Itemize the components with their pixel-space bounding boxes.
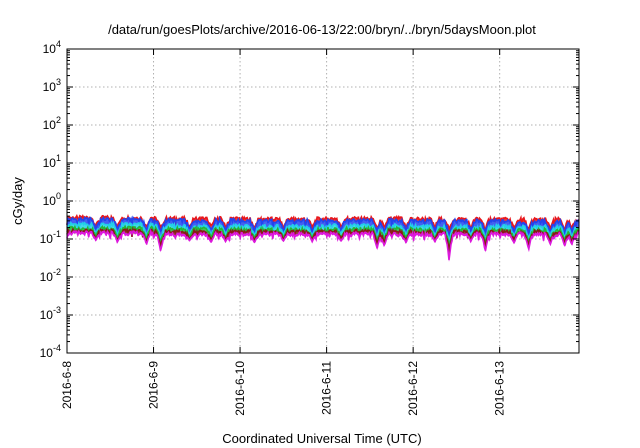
y-tick-label: 104 — [43, 39, 61, 56]
y-tick-label: 101 — [43, 153, 61, 170]
y-tick-label: 103 — [43, 77, 61, 94]
series-line — [66, 213, 580, 233]
y-tick-label: 102 — [43, 115, 61, 132]
y-tick-exponent: 4 — [56, 39, 61, 49]
x-tick-label: 2016-6-13 — [493, 361, 507, 416]
y-tick-base: 10 — [40, 270, 54, 284]
series-band — [67, 222, 579, 248]
y-tick-base: 10 — [40, 232, 54, 246]
y-tick-exponent: -2 — [53, 267, 61, 277]
x-tick-label: 2016-6-9 — [147, 361, 161, 409]
series-line — [66, 215, 580, 238]
y-tick-label: 100 — [43, 191, 61, 208]
y-axis-label: cGy/day — [10, 177, 25, 225]
plot-area — [66, 213, 580, 262]
series-line — [66, 228, 580, 261]
y-tick-exponent: 2 — [56, 115, 61, 125]
x-tick-label: 2016-6-8 — [60, 361, 74, 409]
y-tick-exponent: -1 — [53, 229, 61, 239]
x-axis-ticks: 2016-6-8 2016-6-9 2016-6-10 2016-6-11 2016-6… — [60, 49, 507, 416]
series-band — [67, 217, 579, 241]
y-tick-exponent: 0 — [56, 191, 61, 201]
y-tick-base: 10 — [43, 118, 57, 132]
chart-title: /data/run/goesPlots/archive/2016-06-13/2… — [108, 22, 536, 37]
y-tick-base: 10 — [40, 308, 54, 322]
y-tick-base: 10 — [43, 156, 57, 170]
y-tick-exponent: -3 — [53, 305, 61, 315]
y-tick-label: 10-1 — [40, 229, 61, 246]
series-line — [66, 220, 580, 244]
x-tick-label: 2016-6-11 — [320, 361, 334, 415]
y-tick-base: 10 — [43, 194, 57, 208]
y-tick-label: 10-4 — [40, 343, 61, 360]
x-tick-label: 2016-6-10 — [233, 361, 247, 416]
y-tick-label: 10-3 — [40, 305, 61, 322]
series-band — [67, 215, 579, 235]
x-axis-label: Coordinated Universal Time (UTC) — [222, 431, 421, 446]
y-tick-base: 10 — [43, 42, 57, 56]
y-tick-base: 10 — [40, 346, 54, 360]
y-tick-exponent: 3 — [56, 77, 61, 87]
y-tick-base: 10 — [43, 80, 57, 94]
y-tick-exponent: -4 — [53, 343, 61, 353]
y-tick-label: 10-2 — [40, 267, 61, 284]
grid — [67, 49, 579, 353]
x-tick-label: 2016-6-12 — [406, 361, 420, 416]
y-tick-exponent: 1 — [56, 153, 61, 163]
